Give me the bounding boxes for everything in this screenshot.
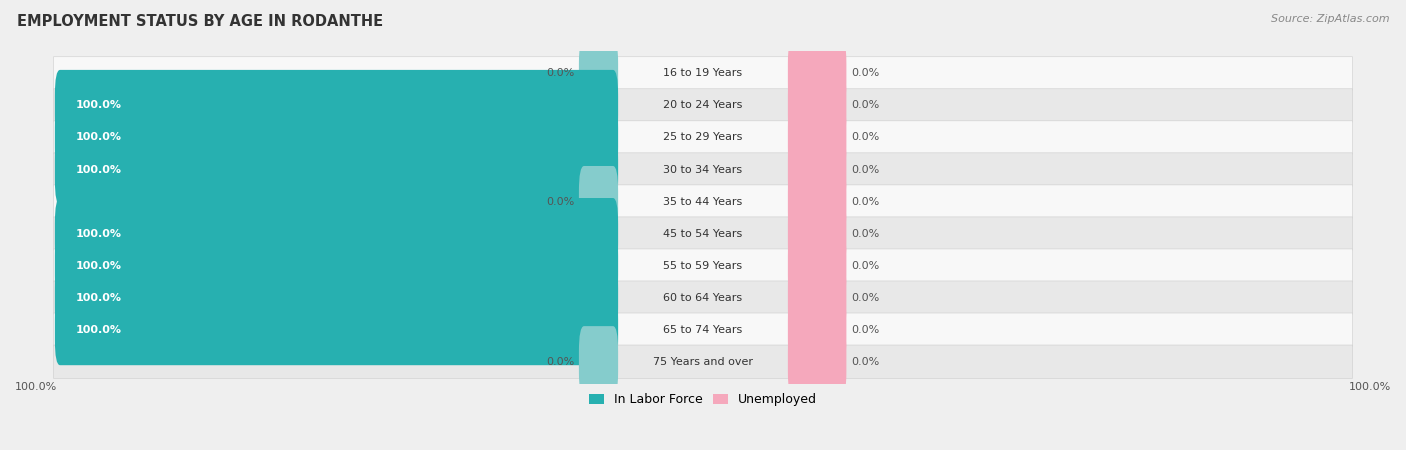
FancyBboxPatch shape xyxy=(55,198,619,269)
Text: 0.0%: 0.0% xyxy=(851,229,879,238)
FancyBboxPatch shape xyxy=(787,38,846,109)
FancyBboxPatch shape xyxy=(55,262,619,333)
FancyBboxPatch shape xyxy=(53,121,1353,154)
FancyBboxPatch shape xyxy=(787,230,846,301)
Text: 0.0%: 0.0% xyxy=(851,165,879,175)
FancyBboxPatch shape xyxy=(787,166,846,237)
Text: 16 to 19 Years: 16 to 19 Years xyxy=(664,68,742,78)
Text: 0.0%: 0.0% xyxy=(851,197,879,207)
Text: 25 to 29 Years: 25 to 29 Years xyxy=(664,132,742,143)
Text: 65 to 74 Years: 65 to 74 Years xyxy=(664,324,742,335)
FancyBboxPatch shape xyxy=(787,294,846,365)
Text: 100.0%: 100.0% xyxy=(76,261,122,270)
FancyBboxPatch shape xyxy=(787,262,846,333)
Text: 100.0%: 100.0% xyxy=(15,382,58,392)
Text: Source: ZipAtlas.com: Source: ZipAtlas.com xyxy=(1271,14,1389,23)
Text: 100.0%: 100.0% xyxy=(1348,382,1391,392)
FancyBboxPatch shape xyxy=(579,166,619,237)
Text: 20 to 24 Years: 20 to 24 Years xyxy=(664,100,742,110)
Text: 55 to 59 Years: 55 to 59 Years xyxy=(664,261,742,270)
Text: 100.0%: 100.0% xyxy=(76,165,122,175)
FancyBboxPatch shape xyxy=(53,57,1353,90)
FancyBboxPatch shape xyxy=(53,185,1353,218)
FancyBboxPatch shape xyxy=(787,102,846,173)
FancyBboxPatch shape xyxy=(787,326,846,397)
Text: 100.0%: 100.0% xyxy=(76,132,122,143)
Legend: In Labor Force, Unemployed: In Labor Force, Unemployed xyxy=(583,388,823,411)
Text: 75 Years and over: 75 Years and over xyxy=(652,357,754,367)
Text: 0.0%: 0.0% xyxy=(851,100,879,110)
Text: EMPLOYMENT STATUS BY AGE IN RODANTHE: EMPLOYMENT STATUS BY AGE IN RODANTHE xyxy=(17,14,382,28)
Text: 45 to 54 Years: 45 to 54 Years xyxy=(664,229,742,238)
FancyBboxPatch shape xyxy=(53,89,1353,122)
FancyBboxPatch shape xyxy=(55,134,619,205)
Text: 0.0%: 0.0% xyxy=(851,324,879,335)
Text: 100.0%: 100.0% xyxy=(76,324,122,335)
Text: 0.0%: 0.0% xyxy=(546,68,575,78)
FancyBboxPatch shape xyxy=(55,294,619,365)
FancyBboxPatch shape xyxy=(787,70,846,141)
Text: 35 to 44 Years: 35 to 44 Years xyxy=(664,197,742,207)
Text: 100.0%: 100.0% xyxy=(76,100,122,110)
Text: 0.0%: 0.0% xyxy=(546,357,575,367)
FancyBboxPatch shape xyxy=(55,102,619,173)
Text: 0.0%: 0.0% xyxy=(851,68,879,78)
Text: 0.0%: 0.0% xyxy=(851,292,879,302)
Text: 0.0%: 0.0% xyxy=(851,261,879,270)
FancyBboxPatch shape xyxy=(53,313,1353,346)
FancyBboxPatch shape xyxy=(787,134,846,205)
Text: 100.0%: 100.0% xyxy=(76,229,122,238)
Text: 100.0%: 100.0% xyxy=(76,292,122,302)
FancyBboxPatch shape xyxy=(55,230,619,301)
FancyBboxPatch shape xyxy=(53,345,1353,378)
FancyBboxPatch shape xyxy=(55,70,619,141)
FancyBboxPatch shape xyxy=(53,281,1353,314)
Text: 30 to 34 Years: 30 to 34 Years xyxy=(664,165,742,175)
FancyBboxPatch shape xyxy=(579,38,619,109)
FancyBboxPatch shape xyxy=(579,326,619,397)
Text: 60 to 64 Years: 60 to 64 Years xyxy=(664,292,742,302)
Text: 0.0%: 0.0% xyxy=(851,357,879,367)
FancyBboxPatch shape xyxy=(787,198,846,269)
Text: 0.0%: 0.0% xyxy=(851,132,879,143)
FancyBboxPatch shape xyxy=(53,217,1353,250)
FancyBboxPatch shape xyxy=(53,249,1353,282)
Text: 0.0%: 0.0% xyxy=(546,197,575,207)
FancyBboxPatch shape xyxy=(53,153,1353,186)
